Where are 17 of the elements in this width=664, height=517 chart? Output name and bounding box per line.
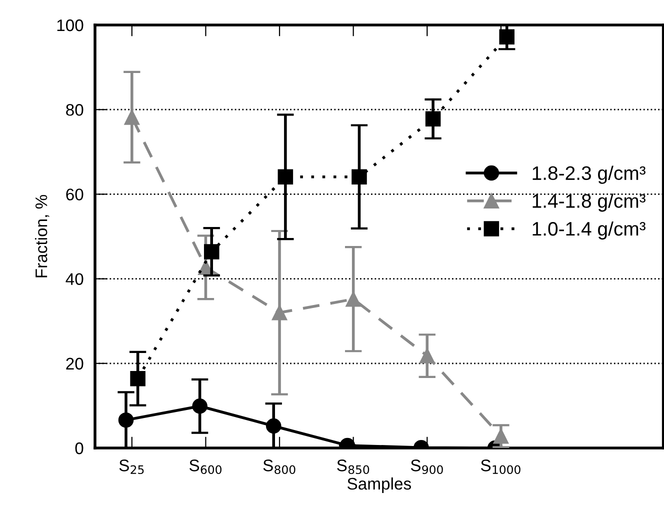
legend-label: 1.0-1.4 g/cm³ [532, 221, 646, 240]
x-tick-label: S$_{1000}$ [480, 460, 520, 474]
y-tick-label: 80 [66, 104, 84, 116]
x-axis-title: Samples [348, 477, 411, 493]
y-tick-label: 100 [57, 19, 84, 32]
y-tick-label: 20 [66, 358, 84, 370]
y-tick-label: 40 [66, 273, 84, 286]
legend-label: 1.4-1.8 g/cm³ [532, 194, 646, 212]
x-tick-label: S$_{25}$ [119, 460, 144, 474]
x-tick-label: S$_{800}$ [263, 460, 296, 474]
y-tick-label: 60 [66, 188, 84, 200]
legend-label: 1.8-2.3 g/cm³ [532, 166, 646, 184]
y-tick-label: 0 [75, 442, 84, 454]
x-tick-label: S$_{850}$ [337, 460, 370, 474]
x-tick-label: S$_{600}$ [189, 460, 222, 474]
y-axis-title: Fraction, % [34, 194, 50, 278]
x-tick-label: S$_{900}$ [410, 460, 443, 474]
